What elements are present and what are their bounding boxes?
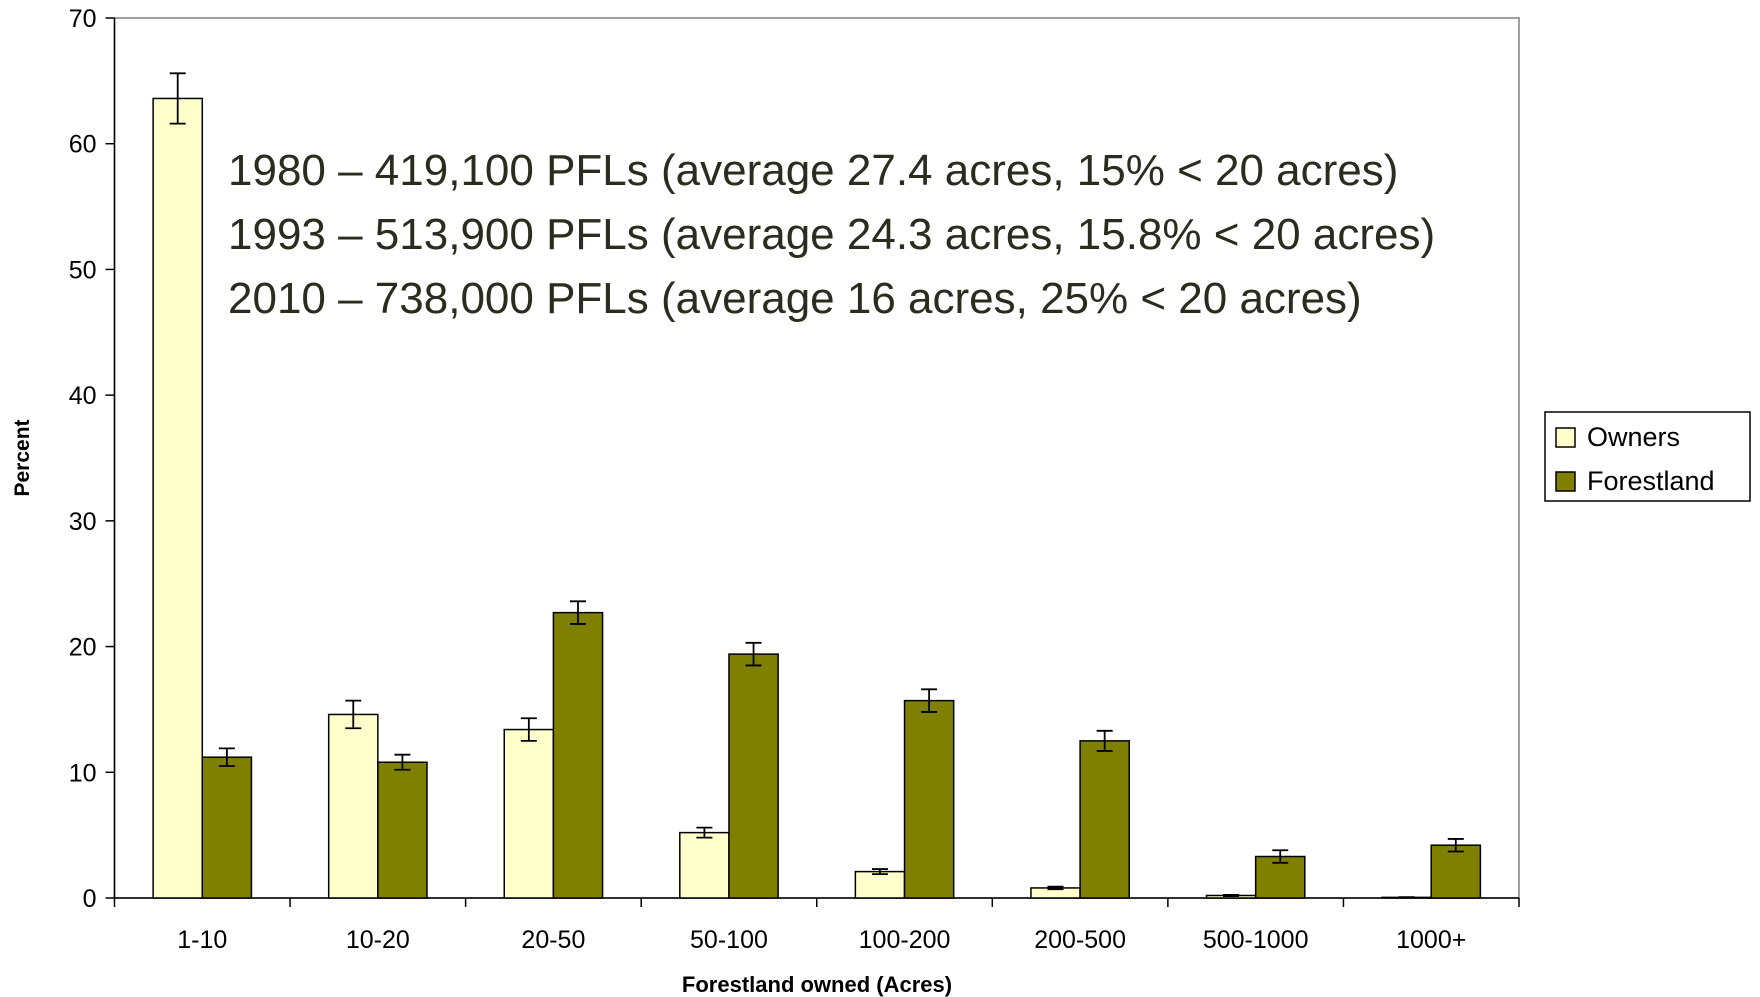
- error-bar: [394, 753, 411, 771]
- bar: [552, 611, 604, 899]
- annotation: 1980 – 419,100 PFLs (average 27.4 acres,…: [228, 146, 1398, 195]
- annotation: 2010 – 738,000 PFLs (average 16 acres, 2…: [228, 274, 1362, 323]
- error-bar: [1223, 893, 1240, 898]
- bar: [201, 756, 253, 899]
- bar: [152, 97, 204, 899]
- bar: [1430, 844, 1482, 899]
- error-bar: [169, 72, 186, 125]
- error-bar: [1272, 849, 1289, 864]
- error-bar: [1398, 896, 1415, 899]
- x-tick-label: 20-50: [521, 926, 585, 954]
- legend-swatch: [1555, 427, 1576, 448]
- y-tick-label: 30: [69, 508, 97, 536]
- bar: [1079, 740, 1131, 899]
- x-axis-label: Forestland owned (Acres): [682, 972, 952, 997]
- x-tick-label: 1-10: [177, 926, 227, 954]
- error-bar: [1047, 885, 1064, 891]
- error-bar: [218, 747, 235, 767]
- error-bar: [1447, 838, 1464, 853]
- x-tick-label: 1000+: [1396, 926, 1466, 954]
- y-tick-label: 50: [69, 256, 97, 284]
- x-tick-label: 10-20: [346, 926, 410, 954]
- bar: [728, 653, 779, 899]
- x-tick-label: 200-500: [1034, 926, 1126, 954]
- bar: [503, 728, 555, 899]
- y-tick-label: 40: [69, 382, 97, 410]
- x-tick-label: 50-100: [690, 926, 768, 954]
- legend-label: Forestland: [1587, 466, 1715, 496]
- bar: [903, 699, 955, 899]
- y-tick-label: 20: [69, 634, 97, 662]
- error-bar: [871, 868, 888, 876]
- x-tick-label: 100-200: [859, 926, 951, 954]
- legend-label: Owners: [1587, 422, 1680, 452]
- error-bar: [745, 641, 762, 667]
- y-tick-label: 60: [69, 131, 97, 159]
- x-tick-label: 500-1000: [1203, 926, 1309, 954]
- bar: [377, 761, 428, 899]
- error-bar: [921, 688, 938, 713]
- bar: [679, 831, 730, 899]
- bar: [854, 870, 906, 899]
- legend-swatch: [1555, 471, 1576, 492]
- error-bar: [520, 717, 537, 742]
- annotation: 1993 – 513,900 PFLs (average 24.3 acres,…: [228, 210, 1435, 259]
- y-tick-label: 10: [69, 759, 97, 787]
- error-bar: [1096, 729, 1113, 752]
- legend: [1544, 411, 1751, 502]
- bar: [327, 713, 379, 899]
- y-tick-label: 70: [69, 5, 97, 33]
- error-bar: [696, 826, 713, 839]
- y-tick-label: 0: [83, 885, 97, 913]
- y-axis-label: Percent: [11, 419, 34, 496]
- error-bar: [569, 600, 586, 625]
- error-bar: [345, 699, 362, 730]
